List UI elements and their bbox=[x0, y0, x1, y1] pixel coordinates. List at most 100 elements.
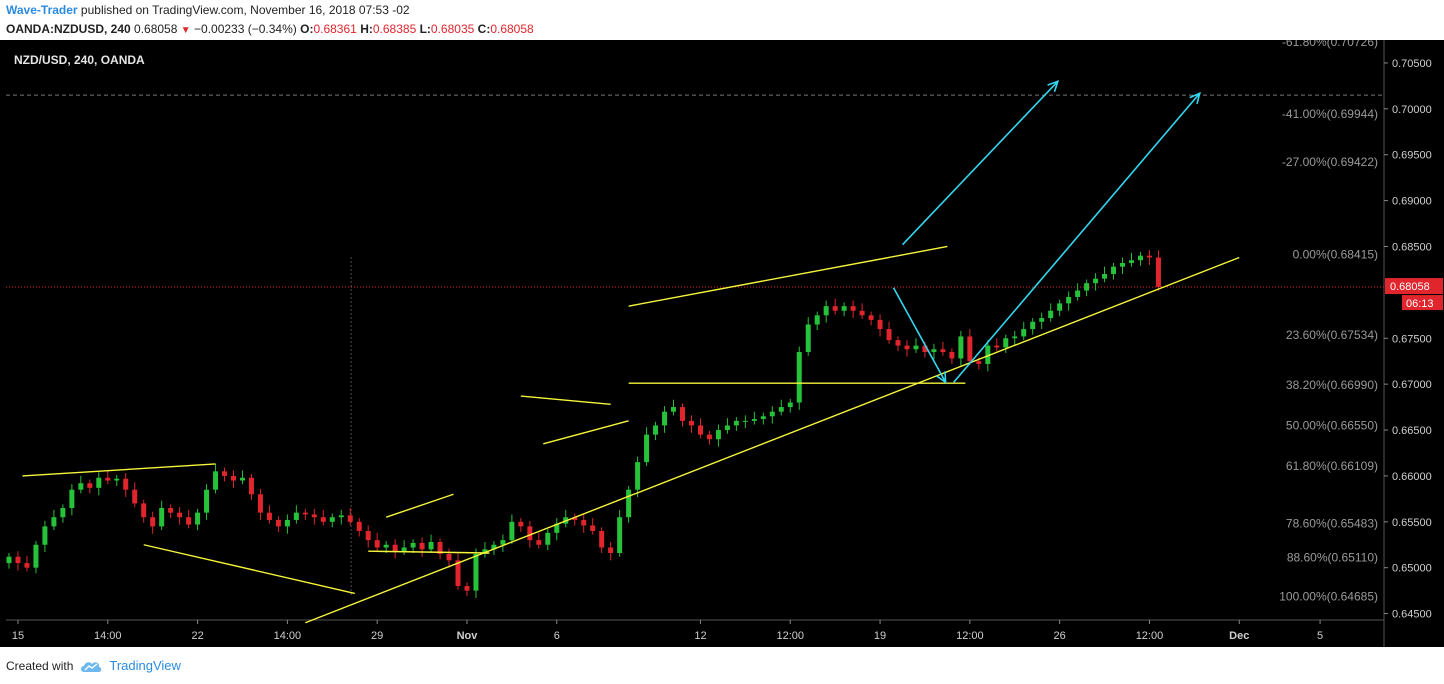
candle-body bbox=[715, 430, 721, 440]
candle-body bbox=[1075, 290, 1081, 297]
candle-body bbox=[967, 336, 973, 362]
candle-body bbox=[446, 553, 452, 561]
candle-body bbox=[859, 310, 865, 316]
candle-body bbox=[6, 556, 12, 564]
fib-level-label: -41.00%(0.69944) bbox=[1282, 107, 1378, 121]
candle-body bbox=[994, 345, 1000, 348]
candle-body bbox=[329, 517, 335, 522]
y-tick-label: 0.67000 bbox=[1392, 379, 1432, 391]
candle-body bbox=[60, 508, 66, 518]
candle-body bbox=[1039, 318, 1045, 322]
candle-body bbox=[69, 489, 75, 509]
candle-body bbox=[599, 530, 605, 548]
tradingview-brand-link[interactable]: TradingView bbox=[109, 658, 181, 673]
low-value: 0.68035 bbox=[430, 22, 475, 36]
candle-body bbox=[635, 462, 641, 490]
candlestick-chart[interactable]: NZD/USD, 240, OANDA 0.70500 0.70000 0.69500… bbox=[0, 35, 1444, 647]
y-tick-label: 0.64500 bbox=[1392, 609, 1432, 621]
candle-body bbox=[320, 517, 326, 522]
arrow-head bbox=[1047, 79, 1060, 93]
x-tick-label: 22 bbox=[191, 630, 203, 642]
chart-title: NZD/USD, 240, OANDA bbox=[14, 53, 145, 67]
arrow-head bbox=[936, 371, 947, 384]
trendline bbox=[368, 550, 490, 554]
open-label: O: bbox=[300, 22, 314, 36]
candle-body bbox=[293, 512, 299, 520]
candle-body bbox=[464, 586, 470, 591]
candle-body bbox=[581, 519, 587, 526]
candle-body bbox=[850, 306, 856, 311]
candle-body bbox=[159, 508, 165, 527]
candle-body bbox=[913, 345, 919, 350]
symbol-line: OANDA:NZDUSD, 240 bbox=[6, 22, 131, 36]
candle-body bbox=[347, 515, 353, 522]
y-tick-label: 0.70500 bbox=[1392, 58, 1432, 70]
y-tick-label: 0.67500 bbox=[1392, 333, 1432, 345]
chart-area[interactable]: NZD/USD, 240, OANDA 0.70500 0.70000 0.69500… bbox=[0, 35, 1444, 647]
author-link[interactable]: Wave-Trader bbox=[6, 3, 78, 17]
trendline bbox=[385, 493, 454, 518]
candle-body bbox=[841, 306, 847, 311]
candle-body bbox=[742, 420, 748, 422]
candle-body bbox=[284, 519, 290, 527]
fib-level-label: 78.60%(0.65483) bbox=[1286, 516, 1378, 530]
ohlc-line: OANDA:NZDUSD, 240 0.68058 ▼ −0.00233 (−0… bbox=[6, 22, 534, 36]
candle-body bbox=[1093, 278, 1099, 284]
candle-body bbox=[985, 345, 991, 364]
current-price-badge bbox=[1385, 278, 1443, 295]
candle-body bbox=[186, 517, 192, 525]
candle-body bbox=[96, 477, 102, 488]
candle-body bbox=[1057, 303, 1063, 311]
projection-arrow bbox=[901, 80, 1059, 246]
close-label: C: bbox=[477, 22, 491, 36]
candle-body bbox=[365, 530, 371, 541]
candle-body bbox=[410, 542, 416, 548]
close-value: 0.68058 bbox=[490, 22, 534, 36]
candle-body bbox=[1012, 336, 1018, 339]
candle-body bbox=[132, 489, 138, 504]
candle-body bbox=[374, 540, 380, 548]
x-tick-label: 19 bbox=[874, 630, 886, 642]
tradingview-cloud-icon bbox=[81, 661, 102, 672]
candle-body bbox=[662, 411, 668, 426]
candle-body bbox=[904, 345, 910, 350]
open-value: 0.68361 bbox=[313, 22, 357, 36]
candle-body bbox=[805, 324, 811, 353]
candle-body bbox=[1048, 310, 1054, 319]
candle-body bbox=[940, 349, 946, 353]
trendline bbox=[305, 256, 1240, 624]
candle-body bbox=[239, 477, 245, 481]
fib-level-label: -61.80%(0.70726) bbox=[1282, 40, 1378, 49]
candle-body bbox=[976, 361, 982, 364]
candle-body bbox=[248, 477, 254, 495]
fib-level-label: 50.00%(0.66550) bbox=[1286, 418, 1378, 432]
footer: Created with TradingView bbox=[6, 658, 181, 673]
x-tick-label: Nov bbox=[457, 630, 479, 642]
trendline bbox=[22, 463, 216, 477]
candle-body bbox=[949, 352, 955, 359]
candle-body bbox=[572, 517, 578, 520]
candle-body bbox=[796, 352, 802, 403]
candle-body bbox=[1155, 257, 1161, 287]
publish-line: Wave-Trader published on TradingView.com… bbox=[6, 3, 410, 17]
candle-body bbox=[724, 425, 730, 431]
created-with-text: Created with bbox=[6, 658, 74, 673]
candle-body bbox=[401, 547, 407, 552]
candle-body bbox=[733, 420, 739, 426]
candle-body bbox=[150, 517, 156, 527]
last-price: 0.68058 bbox=[134, 22, 178, 36]
candle-body bbox=[356, 521, 362, 531]
fib-level-label: 23.60%(0.67534) bbox=[1286, 328, 1378, 342]
high-label: H: bbox=[360, 22, 373, 36]
trendline bbox=[628, 245, 948, 307]
candle-body bbox=[509, 521, 515, 541]
candle-body bbox=[877, 319, 883, 330]
fib-level-label: 88.60%(0.65110) bbox=[1287, 551, 1378, 565]
candle-body bbox=[1084, 283, 1090, 291]
candle-body bbox=[24, 563, 30, 568]
x-tick-label: 12:00 bbox=[1136, 630, 1164, 642]
x-tick-label: 12:00 bbox=[956, 630, 984, 642]
trendline bbox=[543, 420, 629, 445]
candle-body bbox=[697, 425, 703, 435]
candle-body bbox=[832, 306, 838, 311]
